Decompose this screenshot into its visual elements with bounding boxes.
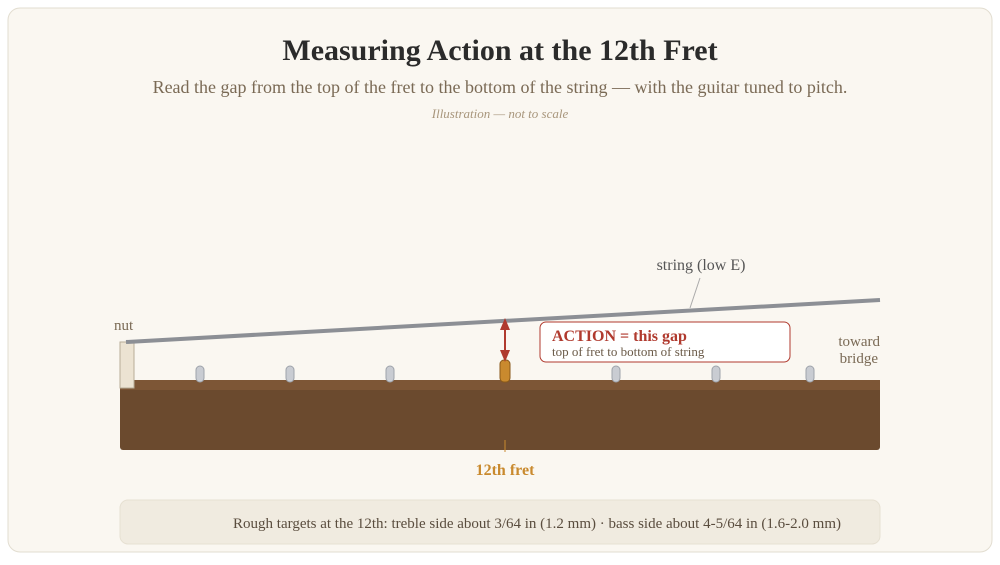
string [125,298,881,344]
arrow-head [500,350,510,362]
callout-title: ACTION = this gap [552,328,687,345]
fretboard-edge [120,380,880,390]
callout [539,321,791,363]
note: Illustration — not to scale [431,106,569,121]
title: Measuring Action at the 12th Fret [282,34,717,67]
arrow-head [500,318,510,330]
frets [195,365,815,383]
nut-label: nut [114,318,134,334]
fret-label: 12th fret [476,462,535,479]
bridge-label: bridge [840,351,879,367]
footer-text: Rough targets at the 12th: treble side a… [233,516,841,532]
fret-12 [499,359,511,383]
footer-box [119,499,881,545]
bridge-label: toward [838,334,880,350]
string-label: string (low E) [657,257,746,274]
callout-sub: top of fret to bottom of string [552,344,705,359]
subtitle: Read the gap from the top of the fret to… [153,77,848,97]
nut [119,341,135,389]
leader [689,277,701,309]
fretboard [120,380,880,450]
